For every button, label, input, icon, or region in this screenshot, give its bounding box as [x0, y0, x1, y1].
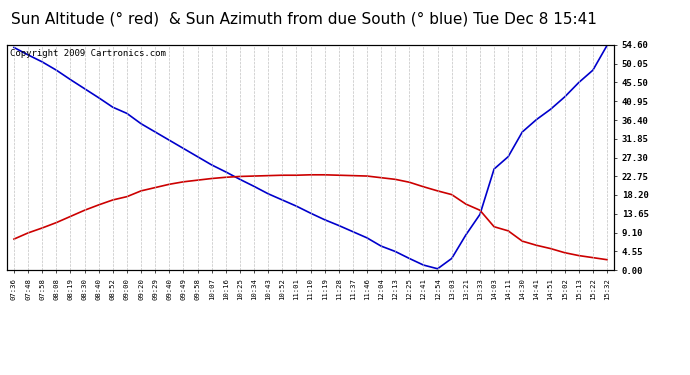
Text: Copyright 2009 Cartronics.com: Copyright 2009 Cartronics.com [10, 50, 166, 58]
Text: Sun Altitude (° red)  & Sun Azimuth from due South (° blue) Tue Dec 8 15:41: Sun Altitude (° red) & Sun Azimuth from … [10, 11, 597, 26]
